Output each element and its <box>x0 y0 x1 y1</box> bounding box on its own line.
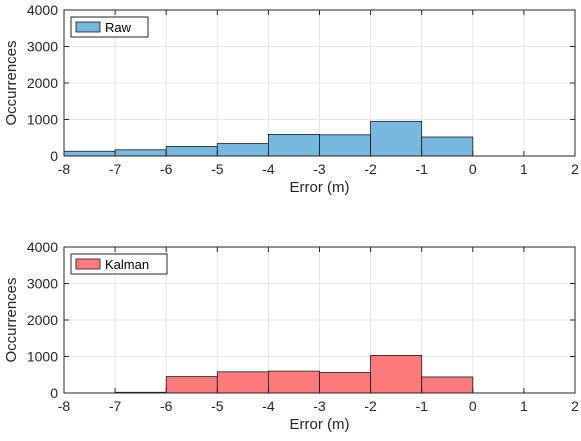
x-tick-label: -2 <box>364 161 377 177</box>
x-tick-label: 2 <box>571 161 579 177</box>
x-tick-label: -7 <box>109 161 122 177</box>
x-tick-label: 0 <box>469 398 477 414</box>
histogram-bar <box>370 355 423 394</box>
x-tick-label: -4 <box>262 161 275 177</box>
histogram-bar <box>267 134 320 157</box>
histogram-bar <box>216 143 269 157</box>
x-tick-label: -2 <box>364 398 377 414</box>
histogram-bar <box>370 120 423 157</box>
x-tick-label: -7 <box>109 398 122 414</box>
y-tick-label: 1000 <box>27 112 58 128</box>
legend: Raw <box>70 16 149 38</box>
x-tick-label: -1 <box>415 398 428 414</box>
legend-swatch <box>75 21 101 33</box>
y-tick-label: 4000 <box>27 2 58 18</box>
legend-label: Raw <box>105 20 132 35</box>
x-tick-label: -5 <box>211 398 224 414</box>
histogram-bar <box>319 134 371 157</box>
histogram-bar <box>421 136 474 157</box>
x-tick-label: -8 <box>58 161 71 177</box>
x-tick-label: 1 <box>520 161 528 177</box>
x-tick-label: -3 <box>313 398 326 414</box>
y-tick-label: 0 <box>50 385 58 401</box>
chart-panel-1: -8 -7 -6 -5 -4 -3 -2 -1 0 1 2 0 1000 2000 3000 4000 Erro… <box>3 2 579 196</box>
y-tick-label: 1000 <box>27 349 58 365</box>
legend-swatch <box>75 258 101 270</box>
x-tick-label: -1 <box>415 161 428 177</box>
x-axis-label: Error (m) <box>290 179 350 196</box>
y-tick-label: 0 <box>50 148 58 164</box>
x-tick-label: -6 <box>160 398 173 414</box>
x-tick-label: -6 <box>160 161 173 177</box>
x-tick-label: -5 <box>211 161 224 177</box>
y-tick-label: 3000 <box>27 276 58 292</box>
x-tick-label: -4 <box>262 398 275 414</box>
y-axis-label: Occurrences <box>3 277 20 362</box>
x-tick-label: -3 <box>313 161 326 177</box>
y-axis-label: Occurrences <box>3 40 20 125</box>
histogram-bar <box>267 370 320 394</box>
x-tick-label: 2 <box>571 398 579 414</box>
histogram-bar <box>63 150 116 157</box>
legend-label: Kalman <box>105 257 149 272</box>
x-axis-label: Error (m) <box>290 416 350 433</box>
legend: Kalman <box>70 253 168 275</box>
y-tick-label: 3000 <box>27 39 58 55</box>
histogram-bar <box>319 372 371 394</box>
x-tick-label: 1 <box>520 398 528 414</box>
y-tick-label: 2000 <box>27 312 58 328</box>
histogram-bar <box>165 376 218 394</box>
x-tick-label: -8 <box>58 398 71 414</box>
histogram-bar <box>165 146 218 157</box>
histogram-bar <box>216 371 269 394</box>
x-tick-label: 0 <box>469 161 477 177</box>
chart-panel-2: -8 -7 -6 -5 -4 -3 -2 -1 0 1 2 0 1000 2000 3000 4000 Erro… <box>3 239 579 433</box>
y-tick-label: 4000 <box>27 239 58 255</box>
histogram-bar <box>421 376 474 394</box>
histogram-bar <box>114 149 167 157</box>
y-tick-label: 2000 <box>27 75 58 91</box>
